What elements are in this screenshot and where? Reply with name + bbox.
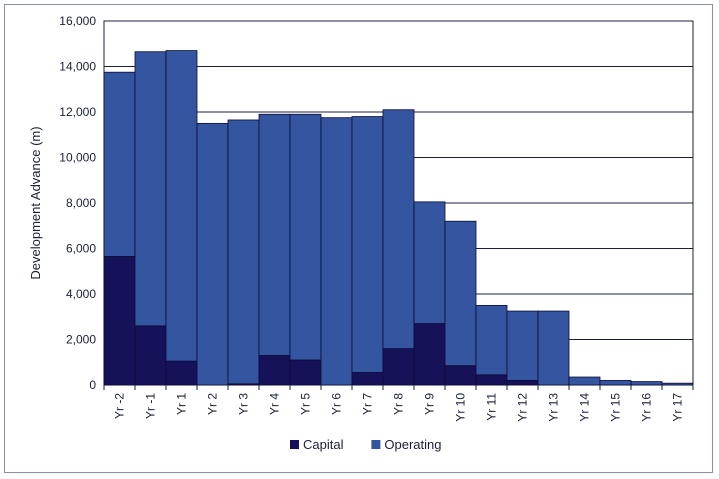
bar-operating xyxy=(320,117,353,386)
y-tick-labels: 0 2,000 4,000 6,000 8,000 10,000 12,000 14,000 1… xyxy=(59,14,96,392)
bar-operating xyxy=(475,304,508,376)
bar-operating xyxy=(382,109,415,349)
bar-operating xyxy=(227,119,260,385)
bar-operating xyxy=(444,220,477,367)
x-tick-labels: Yr -2 Yr -1 Yr 1 Yr 2 Yr 3 Yr 4 Yr 5 Yr 6 Yr 7 Yr… xyxy=(103,385,694,422)
x-tick-label: Yr 10 xyxy=(454,393,468,422)
bar-operating xyxy=(258,113,291,356)
legend: Capital Operating xyxy=(290,437,441,452)
x-tick-label: Yr 12 xyxy=(516,393,530,422)
x-tick-label: Yr 4 xyxy=(268,393,282,415)
bar-operating xyxy=(537,310,570,386)
legend-swatch-operating xyxy=(371,440,381,449)
x-tick-label: Yr 1 xyxy=(175,393,189,415)
x-tick-label: Yr 9 xyxy=(423,393,437,415)
x-tick-label: Yr 16 xyxy=(640,393,654,422)
bar-operating xyxy=(134,51,167,327)
y-tick-label: 4,000 xyxy=(66,287,96,301)
bar-capital xyxy=(289,359,322,386)
bar-operating xyxy=(599,380,632,386)
x-tick-label: Yr 11 xyxy=(485,393,499,421)
x-tick-label: Yr 13 xyxy=(547,393,561,422)
bar-capital xyxy=(134,325,167,386)
y-tick-label: 16,000 xyxy=(59,14,96,28)
bar-capital xyxy=(444,365,477,386)
x-tick-label: Yr 15 xyxy=(609,393,623,422)
bar-capital xyxy=(475,374,508,386)
y-axis-title: Development Advance (m) xyxy=(28,126,43,279)
bar-operating xyxy=(351,116,384,373)
y-tick-label: 10,000 xyxy=(59,151,96,165)
bar-capital xyxy=(351,372,384,386)
x-tick-label: Yr -1 xyxy=(144,393,158,419)
bar-operating xyxy=(630,381,663,386)
x-tick-label: Yr 7 xyxy=(361,393,375,415)
bar-capital xyxy=(413,323,446,386)
bar-operating xyxy=(568,376,601,386)
bar-operating xyxy=(661,382,694,386)
bar-operating xyxy=(196,122,229,386)
x-tick-label: Yr 14 xyxy=(578,393,592,422)
x-tick-label: Yr 5 xyxy=(299,393,313,415)
y-tick-label: 8,000 xyxy=(66,196,96,210)
y-tick-label: 2,000 xyxy=(66,333,96,347)
x-tick-label: Yr 8 xyxy=(392,393,406,415)
x-tick-label: Yr 17 xyxy=(671,393,685,422)
bar-capital xyxy=(103,256,136,386)
y-tick-label: 12,000 xyxy=(59,105,96,119)
legend-swatch-capital xyxy=(290,440,299,449)
x-tick-label: Yr -2 xyxy=(113,393,127,419)
bar-operating xyxy=(289,113,322,361)
bar-capital xyxy=(382,348,415,386)
x-tick-label: Yr 3 xyxy=(237,393,251,415)
bar-capital xyxy=(258,355,291,386)
bar-operating xyxy=(103,71,136,257)
bar-operating xyxy=(165,50,198,362)
bar-capital xyxy=(506,380,539,386)
y-tick-label: 6,000 xyxy=(66,242,96,256)
legend-label-capital: Capital xyxy=(303,437,344,452)
bars xyxy=(103,50,694,386)
y-tick-label: 14,000 xyxy=(59,60,96,74)
x-tick-label: Yr 6 xyxy=(330,393,344,415)
y-tick-label: 0 xyxy=(89,378,96,392)
bar-operating xyxy=(506,310,539,381)
legend-label-operating: Operating xyxy=(384,437,441,452)
x-tick-label: Yr 2 xyxy=(206,393,220,415)
bar-capital xyxy=(165,360,198,386)
bar-operating xyxy=(413,201,446,324)
